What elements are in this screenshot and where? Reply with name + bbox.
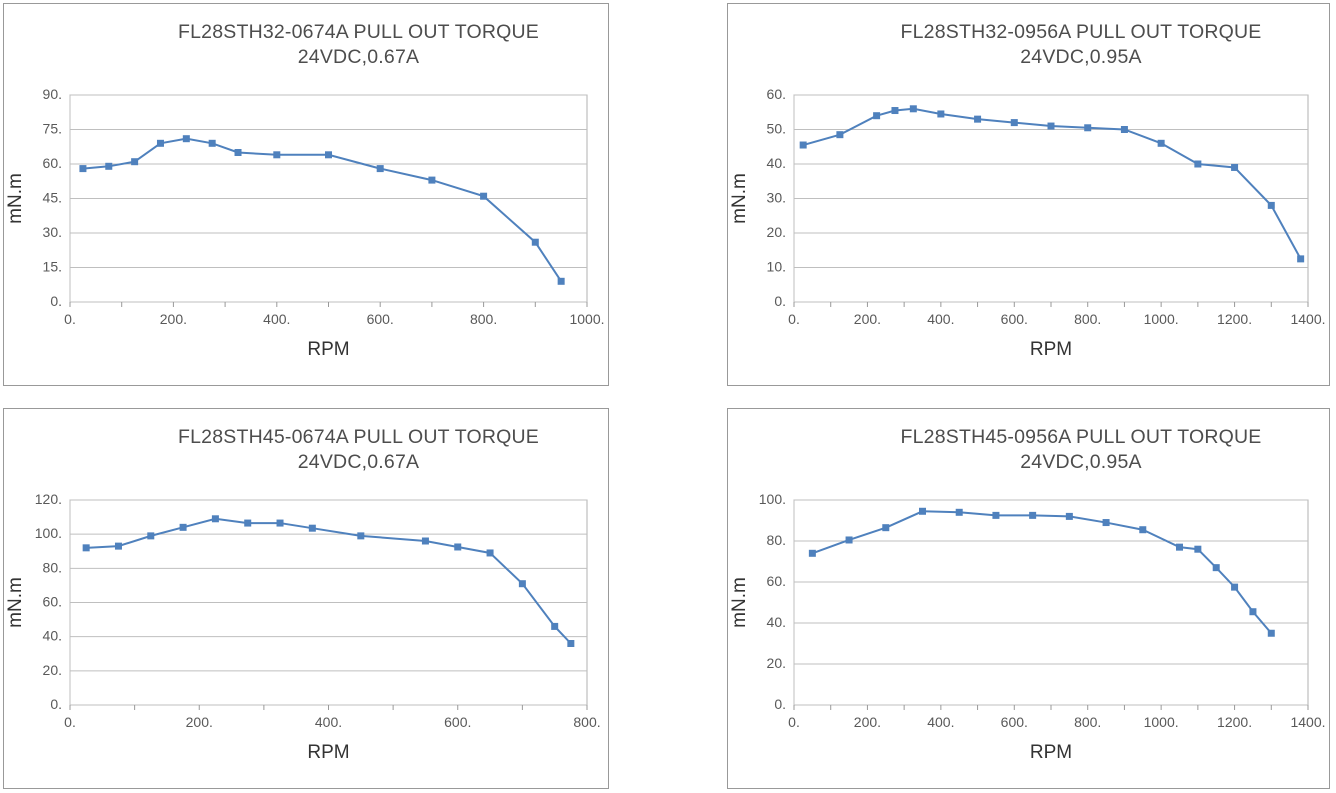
svg-text:50.: 50. [767,121,786,137]
svg-text:1400.: 1400. [1290,311,1325,327]
svg-text:400.: 400. [927,311,954,327]
svg-text:60.: 60. [43,594,62,610]
svg-text:24VDC,0.67A: 24VDC,0.67A [298,46,419,68]
svg-text:FL28STH45-0956A PULL OUT TORQU: FL28STH45-0956A PULL OUT TORQUE [901,426,1262,448]
svg-text:600.: 600. [1001,311,1028,327]
svg-text:0.: 0. [774,293,786,309]
svg-text:400.: 400. [927,714,954,730]
svg-text:20.: 20. [767,655,786,671]
svg-text:40.: 40. [767,155,786,171]
svg-text:RPM: RPM [307,742,349,763]
svg-text:200.: 200. [854,311,881,327]
svg-text:200.: 200. [186,714,213,730]
svg-text:0.: 0. [774,696,786,712]
svg-text:RPM: RPM [307,339,349,360]
svg-text:mN.m: mN.m [5,173,26,224]
svg-text:40.: 40. [767,614,786,630]
svg-text:0.: 0. [64,311,76,327]
svg-text:30.: 30. [767,190,786,206]
svg-text:10.: 10. [767,259,786,275]
svg-text:100.: 100. [35,525,62,541]
svg-text:0.: 0. [788,311,800,327]
svg-text:24VDC,0.95A: 24VDC,0.95A [1020,451,1141,473]
svg-text:600.: 600. [444,714,471,730]
svg-text:45.: 45. [43,190,62,206]
svg-text:1200.: 1200. [1217,311,1252,327]
svg-text:mN.m: mN.m [729,577,750,628]
svg-text:24VDC,0.67A: 24VDC,0.67A [298,451,419,473]
svg-text:0.: 0. [50,293,62,309]
svg-text:600.: 600. [1001,714,1028,730]
svg-text:15.: 15. [43,259,62,275]
svg-text:60.: 60. [767,573,786,589]
svg-text:800.: 800. [573,714,600,730]
svg-text:24VDC,0.95A: 24VDC,0.95A [1020,46,1141,68]
svg-text:1200.: 1200. [1217,714,1252,730]
svg-text:mN.m: mN.m [5,577,26,628]
svg-text:30.: 30. [43,224,62,240]
svg-text:RPM: RPM [1030,742,1072,763]
svg-text:400.: 400. [315,714,342,730]
svg-text:FL28STH32-0674A PULL OUT TORQU: FL28STH32-0674A PULL OUT TORQUE [178,21,539,43]
svg-text:RPM: RPM [1030,339,1072,360]
svg-text:100.: 100. [759,491,786,507]
svg-text:75.: 75. [43,121,62,137]
svg-text:40.: 40. [43,628,62,644]
svg-text:1000.: 1000. [1144,311,1179,327]
svg-text:0.: 0. [50,696,62,712]
svg-text:20.: 20. [43,662,62,678]
svg-text:mN.m: mN.m [729,173,750,224]
svg-text:80.: 80. [43,559,62,575]
svg-text:0.: 0. [788,714,800,730]
svg-text:90.: 90. [43,86,62,102]
svg-text:60.: 60. [43,155,62,171]
svg-text:600.: 600. [367,311,394,327]
svg-text:1400.: 1400. [1290,714,1325,730]
svg-text:FL28STH32-0956A PULL OUT TORQU: FL28STH32-0956A PULL OUT TORQUE [901,21,1262,43]
svg-text:1000.: 1000. [569,311,604,327]
svg-text:80.: 80. [767,532,786,548]
svg-text:800.: 800. [1074,714,1101,730]
svg-text:120.: 120. [35,491,62,507]
svg-text:200.: 200. [854,714,881,730]
svg-text:60.: 60. [767,86,786,102]
svg-text:1000.: 1000. [1144,714,1179,730]
svg-text:20.: 20. [767,224,786,240]
svg-text:200.: 200. [160,311,187,327]
svg-text:800.: 800. [470,311,497,327]
svg-text:0.: 0. [64,714,76,730]
svg-text:800.: 800. [1074,311,1101,327]
svg-text:400.: 400. [263,311,290,327]
svg-text:FL28STH45-0674A PULL OUT TORQU: FL28STH45-0674A PULL OUT TORQUE [178,426,539,448]
